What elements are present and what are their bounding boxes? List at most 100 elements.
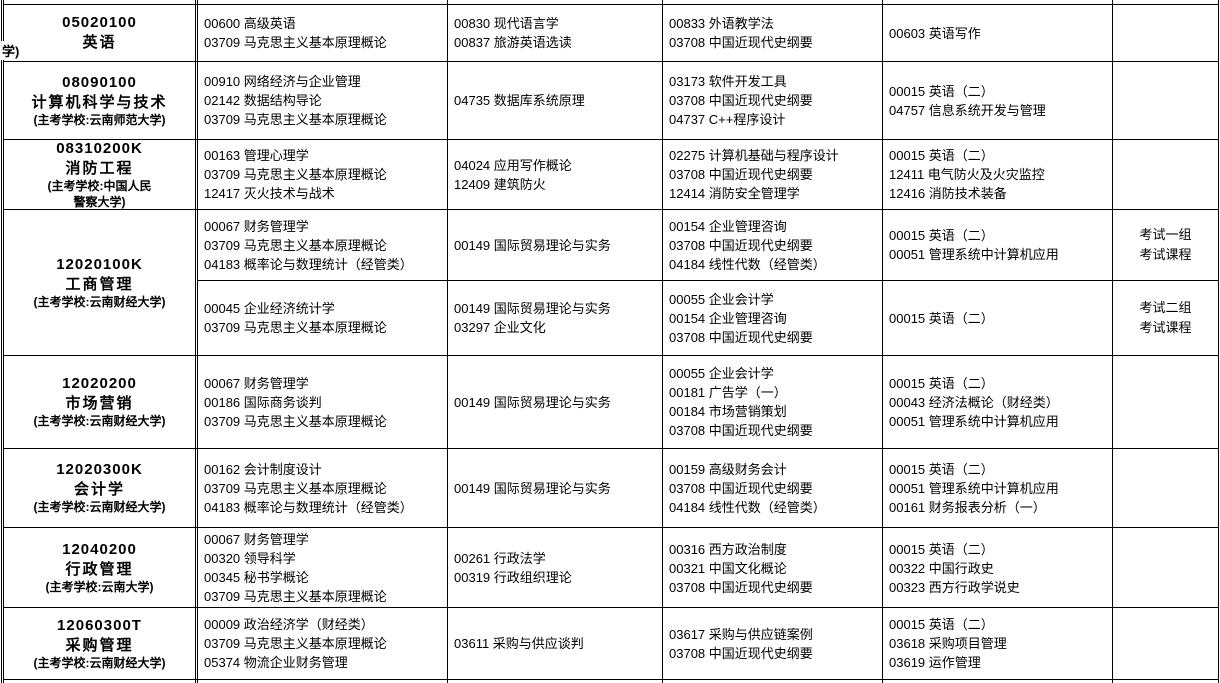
sliver-cell [663, 680, 883, 683]
exam-groups: 00600 高级英语 03709 马克思主义基本原理概论 00830 现代语言学 00… [198, 5, 1219, 61]
session-courses-cell: 00154 企业管理咨询 03708 中国近现代史纲要 04184 线性代数（经管类… [663, 210, 883, 280]
session-courses-cell: 00015 英语（二） 12411 电气防火及火灾监控 12416 消防技术装备 [883, 140, 1113, 209]
course-line: 03708 中国近现代史纲要 [669, 93, 813, 108]
course-line: 02142 数据结构导论 [204, 93, 322, 108]
major-school-line: 警察大学) [73, 194, 126, 209]
session-courses-cell: 00067 财务管理学 00186 国际商务谈判 03709 马克思主义基本原理概论 [198, 356, 448, 448]
course-line: 03709 马克思主义基本原理概论 [204, 112, 387, 127]
session-courses-cell: 00833 外语教学法 03708 中国近现代史纲要 [663, 5, 883, 61]
course-line: 03708 中国近现代史纲要 [669, 423, 813, 438]
course-line: 00320 领导科学 [204, 551, 296, 566]
course-line: 00045 企业经济统计学 [204, 301, 335, 316]
table-edge-sliver-top [4, 0, 1219, 5]
major-name: 采购管理 [65, 636, 134, 654]
exam-groups: 00067 财务管理学 00186 国际商务谈判 03709 马克思主义基本原理概论… [198, 356, 1219, 448]
course-line: 04184 线性代数（经管类） [669, 256, 826, 272]
exam-groups: 00067 财务管理学 00320 领导科学 00345 秘书学概论 03709 马克… [198, 528, 1219, 608]
major-name: 会计学 [73, 481, 125, 498]
major-name: 消防工程 [65, 159, 134, 177]
note-cell [1113, 140, 1219, 209]
major-code: 08310200K [56, 140, 143, 157]
exam-groups: 00162 会计制度设计 03709 马克思主义基本原理概论 04183 概率论与数… [198, 449, 1219, 527]
major-code: 08090100 [62, 73, 137, 91]
session-courses-cell: 00600 高级英语 03709 马克思主义基本原理概论 [198, 5, 448, 61]
course-line: 00015 英语（二） [889, 228, 994, 243]
course-line: 03708 中国近现代史纲要 [669, 579, 813, 595]
note-cell [1113, 449, 1219, 527]
exam-group-row: 00910 网络经济与企业管理 02142 数据结构导论 03709 马克思主义基本… [198, 62, 1219, 139]
course-line: 05374 物流企业财务管理 [204, 655, 348, 670]
major-name: 行政管理 [65, 560, 134, 578]
course-line: 12409 建筑防火 [454, 176, 546, 192]
table-row: 12020300K 会计学 (主考学校:云南财经大学) 00162 会计制度设计 037… [4, 449, 1219, 528]
course-line: 00603 英语写作 [889, 25, 981, 41]
major-cell: 12020300K 会计学 (主考学校:云南财经大学) [4, 449, 198, 527]
course-line: 00163 管理心理学 [204, 148, 309, 163]
course-line: 03619 运作管理 [889, 655, 981, 670]
note-line: 考试课程 [1139, 247, 1192, 262]
course-line: 00067 财务管理学 [204, 532, 309, 547]
course-line: 03708 中国近现代史纲要 [669, 35, 813, 50]
major-name: 工商管理 [65, 275, 134, 293]
course-line: 03297 企业文化 [454, 320, 546, 335]
sliver-cell [883, 680, 1113, 683]
course-line: 03617 采购与供应链案例 [669, 626, 813, 642]
table-row: 08090100 计算机科学与技术 (主考学校:云南师范大学) 00910 网络经济与… [4, 62, 1219, 140]
course-line: 03709 马克思主义基本原理概论 [204, 35, 387, 50]
major-school-line: (主考学校:中国人民 [47, 178, 152, 193]
course-line: 03708 中国近现代史纲要 [669, 167, 813, 182]
major-cell: 12020100K 工商管理 (主考学校:云南财经大学) [4, 210, 198, 355]
course-line: 00149 国际贸易理论与实务 [454, 301, 611, 316]
major-school-line: (主考学校:云南财经大学) [33, 414, 166, 428]
session-courses-cell: 00149 国际贸易理论与实务 [448, 356, 663, 448]
course-line: 12411 电气防火及火灾监控 [889, 167, 1045, 182]
session-courses-cell: 02275 计算机基础与程序设计 03708 中国近现代史纲要 12414 消防安全… [663, 140, 883, 209]
exam-groups: 00910 网络经济与企业管理 02142 数据结构导论 03709 马克思主义基本… [198, 62, 1219, 139]
note-line: 考试一组 [1139, 227, 1192, 242]
note-cell: 考试一组 考试课程 [1113, 210, 1219, 280]
exam-group-row: 00163 管理心理学 03709 马克思主义基本原理概论 12417 灭火技术与战… [198, 140, 1219, 209]
session-courses-cell: 00015 英语（二） 00043 经济法概论（财经类） 00051 管理系统中计算… [883, 356, 1113, 448]
major-name: 计算机科学与技术 [31, 93, 168, 111]
course-line: 00015 英语（二） [889, 461, 994, 477]
session-courses-cell: 00149 国际贸易理论与实务 [448, 210, 663, 280]
session-courses-cell: 00015 英语（二） 00322 中国行政史 00323 西方行政学说史 [883, 528, 1113, 608]
session-courses-cell: 00067 财务管理学 00320 领导科学 00345 秘书学概论 03709 马克… [198, 528, 448, 608]
course-line: 00154 企业管理咨询 [669, 218, 787, 234]
course-line: 12417 灭火技术与战术 [204, 186, 335, 201]
course-line: 04757 信息系统开发与管理 [889, 102, 1046, 118]
exam-group-row: 00045 企业经济统计学 03709 马克思主义基本原理概论 00149 国际贸易… [198, 281, 1219, 355]
session-courses-cell: 00159 高级财务会计 03708 中国近现代史纲要 04184 线性代数（经管类… [663, 449, 883, 527]
session-courses-cell: 00830 现代语言学 00837 旅游英语选读 [448, 5, 663, 61]
sliver-cell [4, 0, 198, 4]
session-courses-cell: 00009 政治经济学（财经类） 03709 马克思主义基本原理概论 05374 物… [198, 608, 448, 679]
exam-group-row: 00600 高级英语 03709 马克思主义基本原理概论 00830 现代语言学 00… [198, 5, 1219, 61]
course-line: 04184 线性代数（经管类） [669, 499, 826, 515]
session-courses-cell: 00067 财务管理学 03709 马克思主义基本原理概论 04183 概率论与数理… [198, 210, 448, 280]
course-line: 00067 财务管理学 [204, 218, 309, 234]
course-line: 00910 网络经济与企业管理 [204, 74, 361, 89]
course-line: 00600 高级英语 [204, 16, 296, 31]
major-cell: 05020100 英语 [4, 5, 198, 61]
exam-group-row: 00162 会计制度设计 03709 马克思主义基本原理概论 04183 概率论与数… [198, 449, 1219, 527]
major-code: 12060300T [57, 616, 142, 634]
major-cell: 12060300T 采购管理 (主考学校:云南财经大学) [4, 608, 198, 679]
note-cell [1113, 608, 1219, 679]
exam-groups: 00163 管理心理学 03709 马克思主义基本原理概论 12417 灭火技术与战… [198, 140, 1219, 209]
table-row: 12020100K 工商管理 (主考学校:云南财经大学) 00067 财务管理学 037… [4, 210, 1219, 356]
session-courses-cell: 00149 国际贸易理论与实务 03297 企业文化 [448, 281, 663, 355]
note-line: 考试二组 [1139, 300, 1192, 315]
course-line: 00316 西方政治制度 [669, 541, 787, 557]
course-line: 00009 政治经济学（财经类） [204, 617, 374, 632]
course-line: 03708 中国近现代史纲要 [669, 329, 813, 345]
course-line: 00149 国际贸易理论与实务 [454, 480, 611, 496]
session-courses-cell: 00603 英语写作 [883, 5, 1113, 61]
course-line: 00015 英语（二） [889, 148, 994, 163]
note-cell [1113, 528, 1219, 608]
course-line: 03709 马克思主义基本原理概论 [204, 320, 387, 335]
exam-group-row: 00009 政治经济学（财经类） 03709 马克思主义基本原理概论 05374 物… [198, 608, 1219, 679]
course-line: 03709 马克思主义基本原理概论 [204, 413, 387, 429]
course-line: 02275 计算机基础与程序设计 [669, 148, 839, 163]
major-name: 市场营销 [65, 395, 134, 412]
sliver-cell [448, 680, 663, 683]
